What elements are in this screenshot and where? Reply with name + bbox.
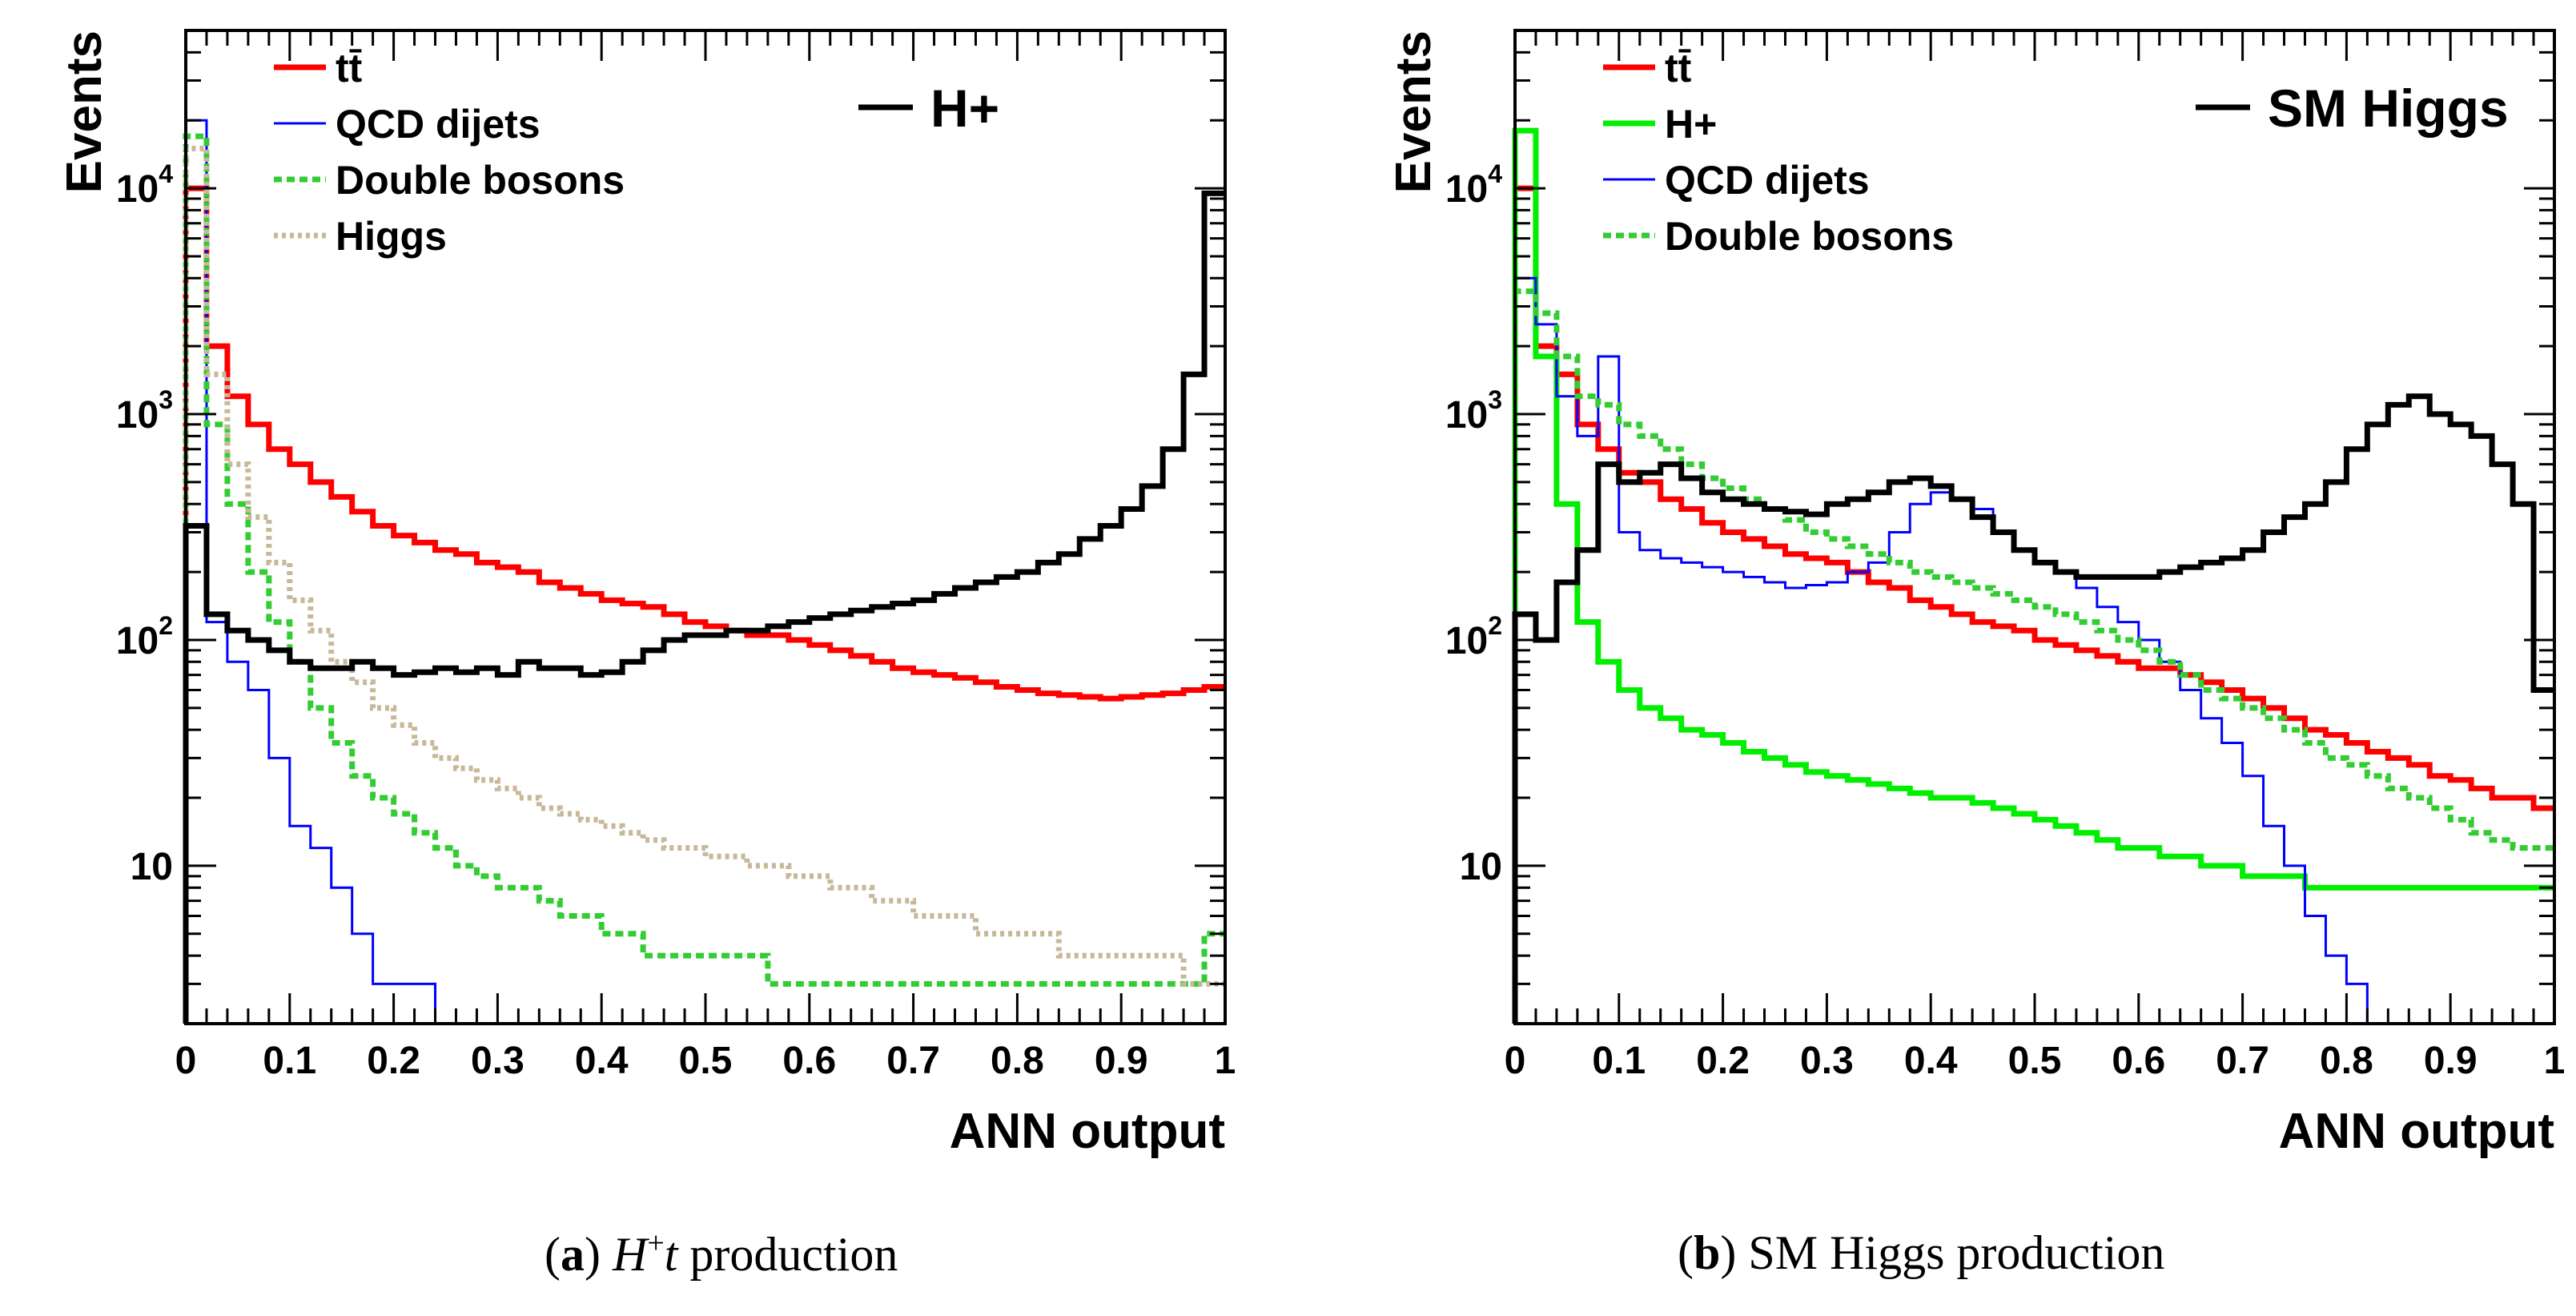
x-tick-label: 0.2 — [1696, 1040, 1750, 1082]
y-axis-label: Events — [1386, 30, 1441, 193]
x-tick-label: 0.1 — [1592, 1040, 1646, 1082]
series-double-bosons — [1512, 288, 2554, 1024]
x-tick-label: 0.8 — [991, 1040, 1044, 1082]
caption-b-text: SM Higgs production — [1748, 1226, 2165, 1279]
x-tick-label: 0.6 — [2112, 1040, 2165, 1082]
x-tick-label: 0 — [175, 1040, 197, 1082]
caption-b-close-paren: ) — [1720, 1226, 1737, 1279]
caption-a: (a) H+t production — [545, 1225, 898, 1282]
legend-label-double-bosons: Double bosons — [1665, 214, 1954, 259]
x-tick-label: 0.3 — [471, 1040, 524, 1082]
caption-a-close-paren: ) — [584, 1228, 601, 1281]
series-ttbar — [1512, 185, 2554, 1024]
x-tick-label: 0.7 — [2216, 1040, 2269, 1082]
y-tick-label: 103 — [116, 385, 173, 437]
series-higgs — [183, 145, 1225, 1024]
x-tick-label: 0 — [1505, 1040, 1526, 1082]
legend-label-h: H+ — [1665, 102, 1717, 147]
x-tick-label: 0.2 — [367, 1040, 420, 1082]
x-tick-label: 0.4 — [575, 1040, 629, 1082]
caption-a-label: a — [560, 1228, 585, 1281]
x-tick-label: 1 — [1215, 1040, 1236, 1082]
caption-b: (b) SM Higgs production — [1678, 1225, 2164, 1281]
x-tick-label: 0.8 — [2320, 1040, 2373, 1082]
legend-label-qcd-dijets: QCD dijets — [336, 102, 541, 147]
x-tick-label: 0.5 — [679, 1040, 733, 1082]
caption-a-math-sup: + — [647, 1226, 665, 1260]
y-tick-label: 104 — [116, 159, 173, 211]
y-tick-label: 103 — [1445, 385, 1502, 437]
caption-a-text: production — [677, 1228, 898, 1281]
x-tick-label: 0.4 — [1904, 1040, 1958, 1082]
caption-a-math-symbol: H — [612, 1228, 648, 1281]
legend-label-ttbar: tt̄ — [1665, 46, 1692, 91]
y-tick-label: 102 — [116, 611, 173, 662]
series-sm-higgs-signal — [1512, 393, 2554, 1024]
x-tick-label: 0.7 — [886, 1040, 940, 1082]
x-tick-label: 0.5 — [2008, 1040, 2062, 1082]
x-tick-label: 0.1 — [263, 1040, 316, 1082]
legend-label-higgs: Higgs — [336, 214, 447, 259]
chart-panel-h-plus: 0 0.1 0.2 0.3 0.4 0.5 0.6 0.7 0.8 0.9 1 10 102 103 104… — [57, 29, 1236, 1159]
caption-a-math-var: t — [664, 1228, 678, 1281]
x-tick-label: 0.9 — [2424, 1040, 2478, 1082]
x-tick-label: 0.6 — [782, 1040, 836, 1082]
x-tick-label: 0.3 — [1800, 1040, 1854, 1082]
x-tick-label: 1 — [2544, 1040, 2566, 1082]
legend-label-double-bosons: Double bosons — [336, 158, 625, 203]
chart-panel-sm-higgs: 0 0.1 0.2 0.3 0.4 0.5 0.6 0.7 0.8 0.9 1 10 102 103 104… — [1386, 29, 2566, 1159]
y-tick-label: 10 — [131, 846, 173, 888]
series-h-signal — [183, 190, 1225, 1024]
series-h — [1512, 127, 2554, 1024]
y-tick-label: 102 — [1445, 611, 1502, 662]
x-axis-label: ANN output — [950, 1104, 1225, 1159]
caption-a-open-paren: ( — [545, 1228, 561, 1281]
y-tick-label: 10 — [1460, 846, 1502, 888]
y-tick-label: 104 — [1445, 159, 1502, 211]
series-ttbar — [183, 185, 1225, 1024]
series-double-bosons — [183, 133, 1225, 1024]
caption-b-open-paren: ( — [1678, 1226, 1694, 1279]
signal-legend-label: H+ — [930, 78, 999, 138]
caption-b-label: b — [1693, 1226, 1721, 1279]
y-axis-label: Events — [57, 30, 112, 193]
legend-label-ttbar: tt̄ — [336, 46, 363, 91]
legend-label-qcd-dijets: QCD dijets — [1665, 158, 1870, 203]
series-qcd-dijets — [1513, 276, 2554, 1025]
signal-legend-label: SM Higgs — [2268, 78, 2509, 138]
x-tick-label: 0.9 — [1095, 1040, 1148, 1082]
x-axis-label: ANN output — [2279, 1104, 2554, 1159]
